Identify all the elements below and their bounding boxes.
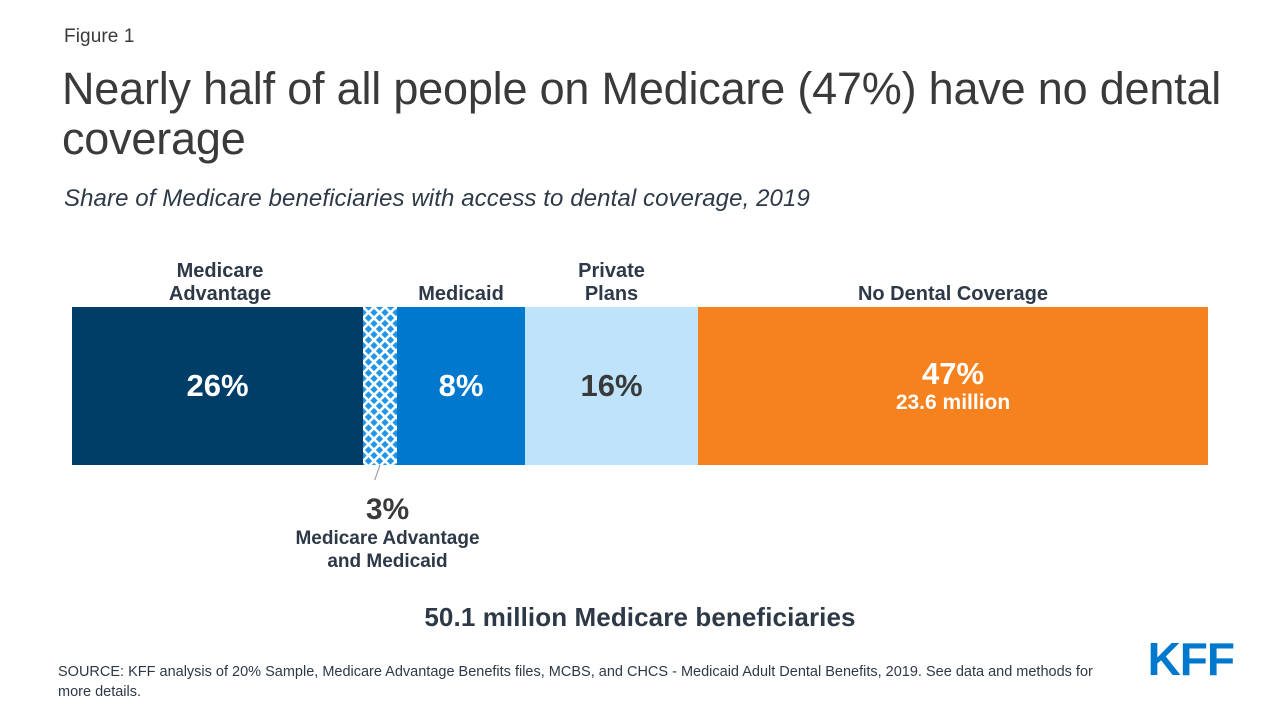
callout-description-line2: and Medicaid [327, 550, 448, 572]
figure-label: Figure 1 [64, 26, 135, 47]
segment-label-private-plans-line2: Plans [584, 282, 639, 305]
bar-segment-no-dental-coverage-value: 47% [921, 356, 985, 392]
segment-label-private-plans-line1: Private [578, 260, 645, 283]
segment-label-no-dental-coverage: No Dental Coverage [857, 282, 1049, 305]
bar-segment-no-dental-coverage-count: 23.6 million [895, 390, 1011, 414]
segment-label-medicare-advantage-line1: Medicare [176, 260, 264, 283]
stacked-bar: 26% 8% 16% [72, 307, 1208, 465]
segment-label-private-plans: Private Plans [525, 260, 698, 305]
page-title: Nearly half of all people on Medicare (4… [62, 63, 1222, 165]
crosshatch-pattern-icon [363, 307, 397, 465]
bar-segment-medicare-advantage-and-medicaid[interactable] [363, 307, 397, 465]
bar-segment-medicaid-value: 8% [438, 368, 484, 404]
segment-label-medicare-advantage: Medicare Advantage [72, 260, 368, 305]
segment-label-medicare-advantage-line2: Advantage [168, 282, 272, 305]
bar-segment-private-plans-value: 16% [580, 368, 643, 404]
total-beneficiaries-label: 50.1 million Medicare beneficiaries [424, 602, 856, 632]
segment-label-row: Medicare Advantage Medicaid Private Plan… [72, 240, 1208, 307]
callout-medicare-advantage-and-medicaid: 3% Medicare Advantage and Medicaid [215, 493, 560, 574]
bar-segment-medicaid[interactable]: 8% [397, 307, 525, 465]
segment-label-medicaid: Medicaid [418, 282, 504, 305]
callout-description: Medicare Advantage and Medicaid [215, 528, 560, 574]
bar-segment-no-dental-coverage[interactable]: 47% 23.6 million [698, 307, 1208, 465]
callout-description-line1: Medicare Advantage [295, 528, 480, 549]
bar-segment-private-plans[interactable]: 16% [525, 307, 698, 465]
source-note: SOURCE: KFF analysis of 20% Sample, Medi… [58, 664, 1093, 700]
callout-value: 3% [365, 493, 410, 526]
chart-plot-area: Medicare Advantage Medicaid Private Plan… [72, 240, 1208, 480]
bar-segment-medicare-advantage[interactable]: 26% [72, 307, 363, 465]
figure-subtitle: Share of Medicare beneficiaries with acc… [64, 185, 810, 212]
bar-segment-medicare-advantage-value: 26% [186, 368, 249, 404]
kff-logo: KFF [1147, 633, 1235, 685]
